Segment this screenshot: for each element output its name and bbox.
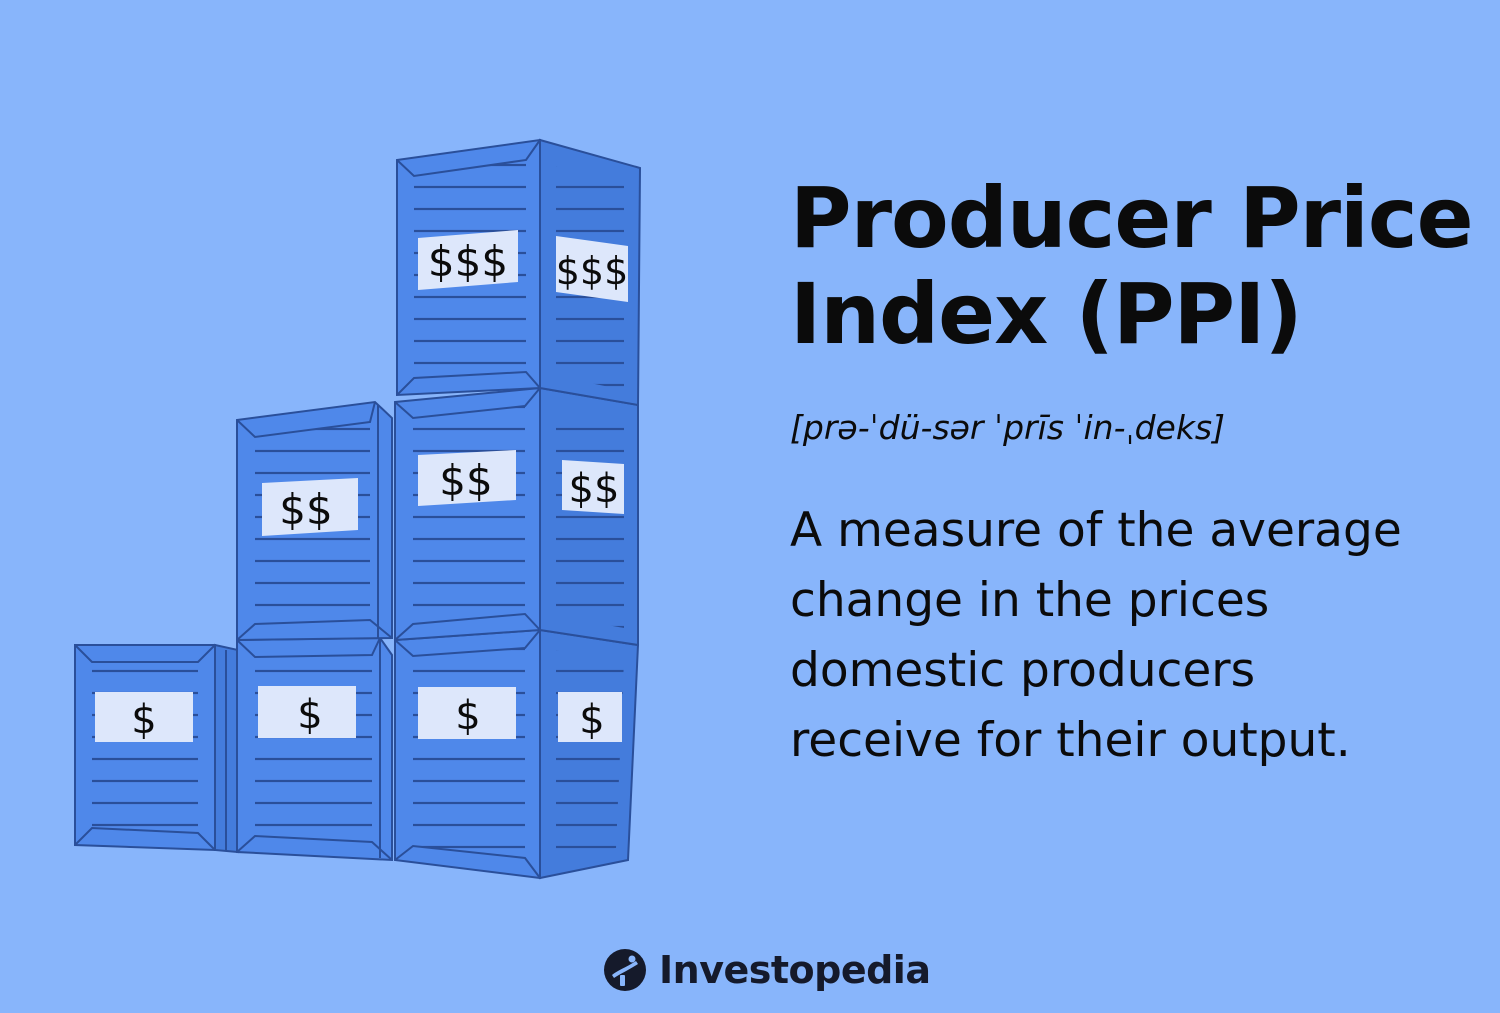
crate-right-top: $$$ $$$	[396, 138, 642, 407]
brand: Investopedia	[603, 944, 931, 996]
crate-small: $	[74, 643, 239, 854]
crate-label-two: $$	[279, 485, 332, 534]
definition-line: A measure of the average	[790, 503, 1402, 558]
crate-label-one: $	[579, 697, 604, 743]
crate-label-one: $	[455, 693, 480, 739]
crate-middle-bottom: $	[236, 636, 393, 862]
crate-label-one: $	[131, 697, 156, 743]
crate-right-bottom: $ $	[394, 628, 640, 880]
title-line-2: Index (PPI)	[790, 265, 1303, 363]
definition-panel: Producer Price Index (PPI) [prə-ˈdü-sər …	[790, 170, 1480, 776]
investopedia-logo-icon	[604, 949, 646, 991]
crates-illustration: $ $ $$ $ $	[74, 138, 642, 880]
crate-label-two: $$	[569, 466, 620, 512]
crate-right-middle: $$ $$	[394, 386, 639, 647]
pronunciation: [prə-ˈdü-sər ˈprīs ˈin-ˌdeks]	[790, 408, 1225, 447]
definition-line: domestic producers	[790, 643, 1256, 698]
brand-name: Investopedia	[659, 948, 931, 992]
definition-text: A measure of the average change in the p…	[790, 496, 1480, 776]
title-line-1: Producer Price	[790, 169, 1474, 267]
crate-middle-top: $$	[236, 400, 393, 642]
definition-line: change in the prices	[790, 573, 1270, 628]
definition-line: receive for their output.	[790, 713, 1351, 768]
crate-label-three: $$$	[556, 249, 629, 293]
crate-label-one: $	[297, 692, 322, 738]
page-title: Producer Price Index (PPI)	[790, 170, 1480, 362]
crate-label-two: $$	[439, 456, 492, 505]
crate-label-three: $$$	[428, 237, 508, 286]
